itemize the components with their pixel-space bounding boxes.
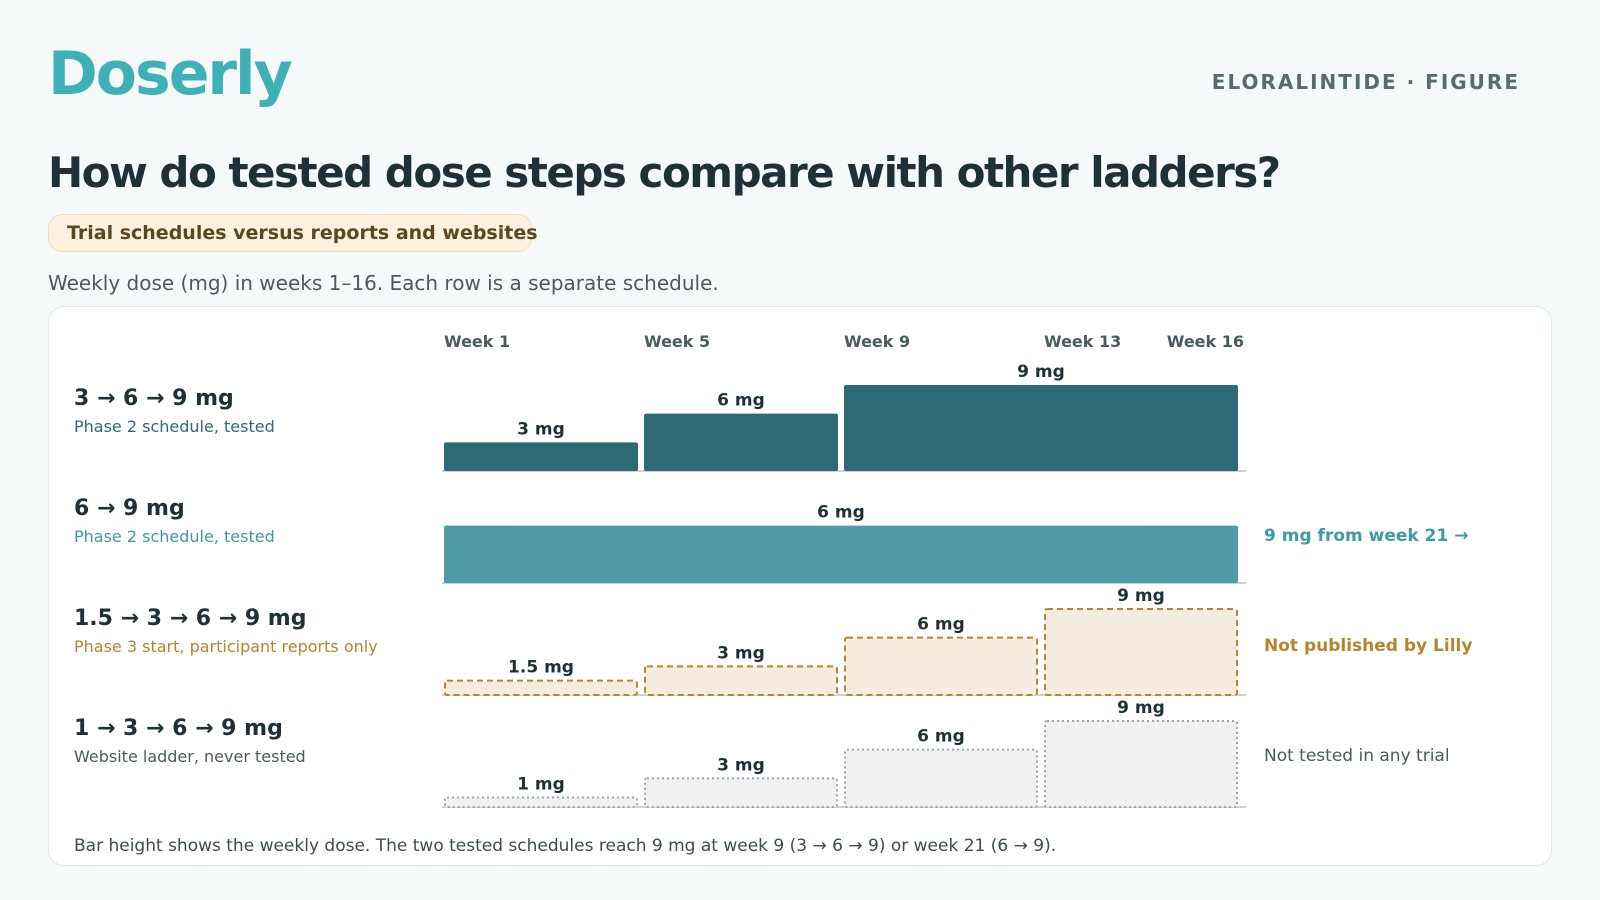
dose-bar [444,525,1238,583]
row-label-2: 1.5 → 3 → 6 → 9 mg Phase 3 start, partic… [74,606,378,656]
row-label-3: 1 → 3 → 6 → 9 mg Website ladder, never t… [74,716,306,766]
bar-value-label: 6 mg [817,503,865,523]
row-desc: Phase 3 start, participant reports only [74,637,378,656]
row-note-2: Not published by Lilly [1264,636,1473,656]
bar-value-label: 1 mg [517,774,565,794]
row-note-3: Not tested in any trial [1264,746,1450,766]
dose-bar [444,679,638,697]
bar-value-label: 6 mg [717,391,765,411]
page-title: How do tested dose steps compare with ot… [48,148,1281,197]
category-pill: Trial schedules versus reports and websi… [48,214,538,252]
bar-value-label: 9 mg [1117,698,1165,718]
chart-footnote: Bar height shows the weekly dose. The tw… [74,836,1057,856]
bar-value-label: 9 mg [1017,362,1065,382]
bar-value-label: 6 mg [917,727,965,747]
figure-eyebrow: ELORALINTIDE · FIGURE [1211,70,1520,94]
row-name: 1.5 → 3 → 6 → 9 mg [74,606,307,631]
dose-bar [444,796,638,809]
bar-value-label: 3 mg [517,419,565,439]
x-tick-label: Week 5 [644,332,710,351]
bar-value-label: 1.5 mg [508,658,574,678]
bar-value-label: 6 mg [917,615,965,635]
chart-card [48,306,1552,866]
dose-bar [644,665,838,696]
row-name: 6 → 9 mg [74,496,185,521]
dose-bar [1044,608,1238,696]
bar-value-label: 9 mg [1117,586,1165,606]
row-label-0: 3 → 6 → 9 mg Phase 2 schedule, tested [74,386,275,436]
brand-logo: Doserly [48,39,293,109]
row-label-1: 6 → 9 mg Phase 2 schedule, tested [74,496,275,546]
x-tick-label: Week 16 [1167,332,1244,351]
row-desc: Phase 2 schedule, tested [74,527,275,546]
dose-bar [844,636,1038,697]
dose-bar [844,748,1038,809]
dose-bar [444,442,638,471]
x-tick-label: Week 13 [1044,332,1121,351]
dose-bar [1044,720,1238,808]
dose-bar [844,385,1238,471]
dose-bar [644,777,838,808]
row-desc: Website ladder, never tested [74,747,306,766]
row-desc: Phase 2 schedule, tested [74,417,275,436]
row-name: 3 → 6 → 9 mg [74,386,234,411]
chart-subtitle: Weekly dose (mg) in weeks 1–16. Each row… [48,271,719,295]
row-name: 1 → 3 → 6 → 9 mg [74,716,283,741]
bar-value-label: 3 mg [717,643,765,663]
bar-value-label: 3 mg [717,755,765,775]
x-tick-label: Week 9 [844,332,910,351]
dose-bar [644,413,838,471]
x-tick-label: Week 1 [444,332,510,351]
row-note-1: 9 mg from week 21 → [1264,526,1469,546]
